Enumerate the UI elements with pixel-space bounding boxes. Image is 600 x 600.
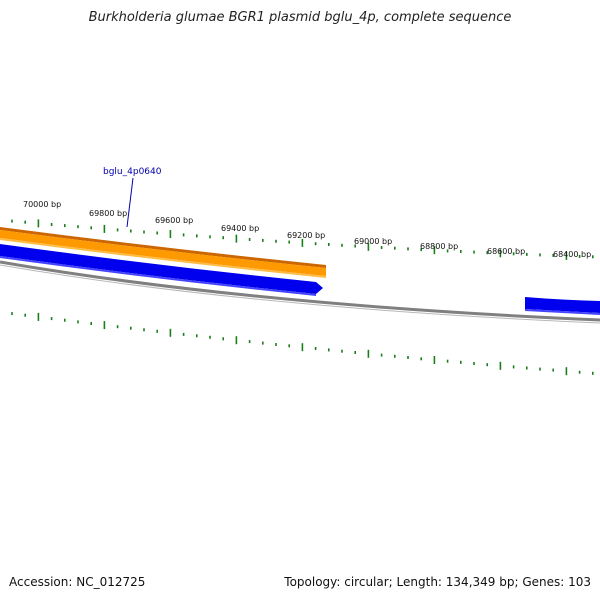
tick-label: 68800 bp (420, 242, 458, 251)
blue-feature-highlight (0, 256, 316, 296)
gene-label-bglu-4p0640[interactable]: bglu_4p0640 (103, 167, 162, 177)
orange-feature-lower (0, 238, 326, 278)
tick-label: 69400 bp (221, 224, 259, 233)
accession-text: Accession: NC_012725 (9, 575, 146, 589)
tick-label: 69600 bp (155, 216, 193, 225)
tick-label: 69000 bp (354, 237, 392, 246)
blue-feature-right[interactable] (525, 297, 600, 313)
plasmid-backbone-shadow (0, 264, 600, 324)
tick-label: 68600 bp (487, 247, 525, 256)
topology-summary: Topology: circular; Length: 134,349 bp; … (284, 575, 591, 589)
tick-label: 68400 bp (553, 250, 591, 259)
blue-feature-arrow[interactable] (0, 244, 323, 294)
tick-label: 69200 bp (287, 231, 325, 240)
tick-label: 69800 bp (89, 209, 127, 218)
tick-labels: 70000 bp 69800 bp 69600 bp 69400 bp 69200 bp… (23, 200, 591, 259)
tick-label: 70000 bp (23, 200, 61, 209)
orange-feature-band[interactable] (0, 230, 326, 276)
map-title: Burkholderia glumae BGR1 plasmid bglu_4p… (88, 10, 512, 25)
plasmid-backbone (0, 260, 600, 322)
orange-feature-edge[interactable] (0, 227, 326, 268)
inner-tick-track (11, 312, 594, 376)
outer-tick-track (11, 219, 594, 260)
blue-feature-right-highlight (525, 309, 600, 315)
gene-label-pointer (126, 177, 134, 228)
